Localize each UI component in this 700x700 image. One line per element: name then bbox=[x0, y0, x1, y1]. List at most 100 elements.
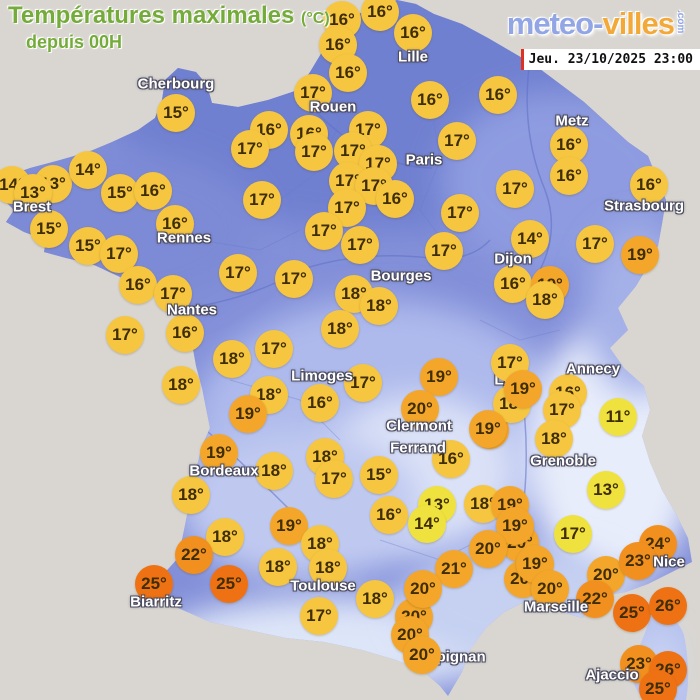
city-label-biarritz: Biarritz bbox=[130, 593, 182, 611]
temp-bubble[interactable]: 16° bbox=[134, 172, 172, 210]
city-label-clermont: Clermont bbox=[386, 417, 452, 435]
logo-part-blue: meteo- bbox=[506, 6, 604, 41]
temp-bubble[interactable]: 18° bbox=[309, 549, 347, 587]
temp-bubble[interactable]: 16° bbox=[301, 384, 339, 422]
temp-bubble[interactable]: 18° bbox=[526, 281, 564, 319]
temp-bubble[interactable]: 15° bbox=[30, 210, 68, 248]
logo-domain-suffix: .com bbox=[675, 10, 686, 34]
temp-bubble[interactable]: 26° bbox=[649, 587, 687, 625]
city-label-limoges: Limoges bbox=[291, 367, 353, 385]
temp-bubble[interactable]: 16° bbox=[479, 76, 517, 114]
temp-bubble[interactable]: 16° bbox=[250, 111, 288, 149]
temp-bubble[interactable]: 17° bbox=[496, 170, 534, 208]
temp-bubble[interactable]: 18° bbox=[255, 452, 293, 490]
temp-bubble[interactable]: 16° bbox=[119, 266, 157, 304]
temp-bubble[interactable]: 25° bbox=[210, 565, 248, 603]
temp-bubble[interactable]: 17° bbox=[295, 133, 333, 171]
temp-bubble[interactable]: 17° bbox=[294, 74, 332, 112]
temp-bubble[interactable]: 16° bbox=[166, 314, 204, 352]
temp-bubble[interactable]: 13° bbox=[14, 174, 52, 212]
temp-bubble[interactable]: 17° bbox=[275, 260, 313, 298]
city-label-rennes: Rennes bbox=[156, 229, 212, 247]
temp-bubble[interactable]: 16° bbox=[329, 54, 367, 92]
temp-bubble[interactable]: 17° bbox=[554, 515, 592, 553]
temp-bubble[interactable]: 15° bbox=[360, 456, 398, 494]
temp-bubble[interactable]: 16° bbox=[411, 81, 449, 119]
temp-bubble[interactable]: 18° bbox=[250, 376, 288, 414]
temp-bubble[interactable]: 13° bbox=[587, 471, 625, 509]
city-label-rouen: Rouen bbox=[309, 98, 357, 116]
temp-bubble[interactable]: 14° bbox=[69, 151, 107, 189]
temp-bubble[interactable]: 11° bbox=[599, 398, 637, 436]
temp-bubble[interactable]: 18° bbox=[321, 310, 359, 348]
temp-bubble[interactable]: 16° bbox=[432, 440, 470, 478]
temp-bubble[interactable]: 20° bbox=[391, 616, 429, 654]
temp-bubble[interactable]: 16° bbox=[394, 14, 432, 52]
temp-bubble[interactable]: 19° bbox=[496, 507, 534, 545]
temp-bubble[interactable]: 18° bbox=[213, 340, 251, 378]
temp-bubble[interactable]: 17° bbox=[315, 460, 353, 498]
temp-bubble[interactable]: 17° bbox=[300, 597, 338, 635]
temp-bubble[interactable]: 17° bbox=[231, 130, 269, 168]
temp-bubble[interactable]: 19° bbox=[504, 370, 542, 408]
temp-bubble[interactable]: 17° bbox=[425, 232, 463, 270]
temp-bubble[interactable]: 21° bbox=[435, 550, 473, 588]
temp-bubble[interactable]: 25° bbox=[135, 565, 173, 603]
temp-bubble[interactable]: 20° bbox=[401, 390, 439, 428]
temp-bubble[interactable]: 19° bbox=[469, 410, 507, 448]
temp-bubble[interactable]: 16° bbox=[494, 265, 532, 303]
page-title: Températures maximales (°C) depuis 00H bbox=[8, 2, 330, 53]
temp-bubble[interactable]: 17° bbox=[106, 316, 144, 354]
temp-bubble[interactable]: 16° bbox=[550, 157, 588, 195]
temp-bubble[interactable]: 16° bbox=[361, 0, 399, 31]
temp-bubble[interactable]: 19° bbox=[420, 358, 458, 396]
temp-bubble[interactable]: 19° bbox=[229, 395, 267, 433]
temp-bubble[interactable]: 16° bbox=[376, 180, 414, 218]
city-label-bourges: Bourges bbox=[370, 267, 432, 285]
temp-bubble[interactable]: 19° bbox=[621, 236, 659, 274]
logo-part-orange: villes bbox=[602, 6, 675, 41]
temp-bubble[interactable]: 17° bbox=[243, 181, 281, 219]
temp-bubble[interactable]: 15° bbox=[157, 94, 195, 132]
temp-bubble[interactable]: 17° bbox=[305, 212, 343, 250]
temp-bubble[interactable]: 16° bbox=[156, 205, 194, 243]
temp-bubble[interactable]: 16° bbox=[370, 496, 408, 534]
temp-bubble[interactable]: 25° bbox=[639, 670, 677, 700]
title-subtitle: depuis 00H bbox=[26, 32, 123, 52]
temp-bubble[interactable]: 22° bbox=[576, 580, 614, 618]
temp-bubble[interactable]: 20° bbox=[404, 570, 442, 608]
temp-bubble[interactable]: 14° bbox=[408, 505, 446, 543]
meteo-villes-logo[interactable]: meteo-villes.com bbox=[507, 6, 686, 42]
city-label-brest: Brest bbox=[12, 198, 52, 216]
temp-bubble[interactable]: 18° bbox=[259, 548, 297, 586]
temp-bubble[interactable]: 18° bbox=[172, 476, 210, 514]
temp-bubble[interactable]: 17° bbox=[154, 275, 192, 313]
temp-bubble[interactable]: 18° bbox=[356, 580, 394, 618]
temp-bubble[interactable]: 16° bbox=[550, 126, 588, 164]
temp-bubble[interactable]: 20° bbox=[531, 570, 569, 608]
temp-bubble[interactable]: 18° bbox=[360, 287, 398, 325]
temp-bubble[interactable]: 17° bbox=[341, 226, 379, 264]
temp-bubble[interactable]: 14° bbox=[511, 220, 549, 258]
temp-bubble[interactable]: 17° bbox=[255, 330, 293, 368]
temp-bubble[interactable]: 17° bbox=[438, 122, 476, 160]
temp-bubble[interactable]: 17° bbox=[441, 194, 479, 232]
city-label-toulouse: Toulouse bbox=[290, 577, 356, 595]
temp-bubble[interactable]: 15° bbox=[101, 174, 139, 212]
temp-bubble[interactable]: 25° bbox=[613, 594, 651, 632]
temp-bubble[interactable]: 17° bbox=[344, 364, 382, 402]
city-label-bordeaux: Bordeaux bbox=[189, 462, 259, 480]
temp-bubble[interactable]: 18° bbox=[535, 420, 573, 458]
city-label-metz: Metz bbox=[555, 112, 589, 130]
temp-bubble[interactable]: 20° bbox=[403, 636, 441, 674]
temp-bubble[interactable]: 22° bbox=[175, 536, 213, 574]
temp-bubble[interactable]: 16° bbox=[630, 166, 668, 204]
temp-bubble[interactable]: 19° bbox=[200, 434, 238, 472]
temp-bubble[interactable]: 17° bbox=[576, 225, 614, 263]
temp-bubble[interactable]: 18° bbox=[162, 366, 200, 404]
temp-bubble[interactable]: 17° bbox=[219, 254, 257, 292]
title-unit: (°C) bbox=[301, 10, 330, 27]
temp-bubble[interactable]: 20° bbox=[469, 530, 507, 568]
temp-bubble[interactable]: 23° bbox=[619, 542, 657, 580]
